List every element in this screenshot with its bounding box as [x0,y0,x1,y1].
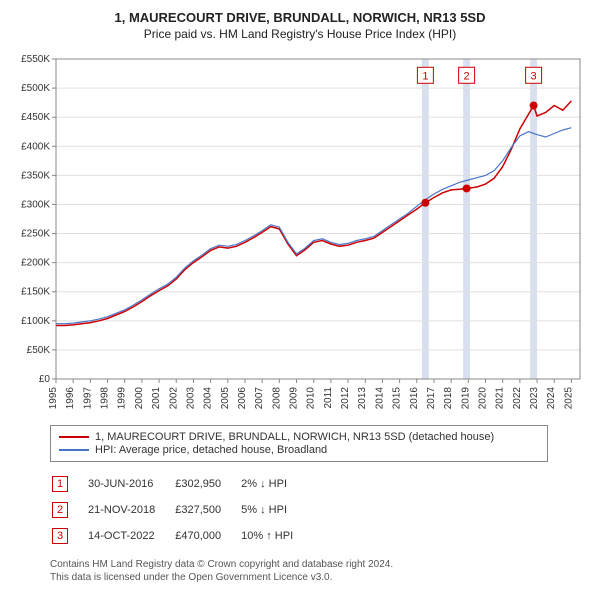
svg-text:1996: 1996 [65,387,76,410]
sale-date: 30-JUN-2016 [88,472,173,496]
sale-marker-icon: 2 [52,502,68,518]
svg-text:1995: 1995 [48,387,59,410]
svg-text:2020: 2020 [478,387,489,410]
legend-label: 1, MAURECOURT DRIVE, BRUNDALL, NORWICH, … [95,431,494,443]
svg-text:2003: 2003 [185,387,196,410]
chart-svg: £0 £50K £100K £150K £200K £250K £300K £350K £400… [10,49,590,419]
price-chart: £0 £50K £100K £150K £200K £250K £300K £350K £400… [10,49,590,419]
svg-text:2005: 2005 [220,387,231,410]
svg-text:2004: 2004 [203,387,214,410]
svg-text:2017: 2017 [426,387,437,410]
chart-title-block: 1, MAURECOURT DRIVE, BRUNDALL, NORWICH, … [10,10,590,41]
svg-text:2000: 2000 [134,387,145,410]
svg-text:£450K: £450K [21,112,50,123]
sales-table: 1 30-JUN-2016£302,9502% ↓ HPI 2 21-NOV-2018… [50,470,313,550]
footer-line1: Contains HM Land Registry data © Crown c… [50,558,590,571]
sale-marker-label-2: 2 [464,70,470,82]
sale-dot-1 [421,199,429,207]
svg-text:2022: 2022 [512,387,523,410]
svg-text:2007: 2007 [254,387,265,410]
svg-text:2016: 2016 [409,387,420,410]
svg-text:2013: 2013 [357,387,368,410]
sale-date: 21-NOV-2018 [88,498,173,522]
svg-text:2012: 2012 [340,387,351,410]
sale-marker-label-1: 1 [422,70,428,82]
sale-dot-2 [463,184,471,192]
sale-price: £470,000 [175,524,239,548]
sale-delta: 5% ↓ HPI [241,498,311,522]
sale-marker-label-3: 3 [531,70,537,82]
chart-title-subtitle: Price paid vs. HM Land Registry's House … [10,27,590,41]
legend-box: 1, MAURECOURT DRIVE, BRUNDALL, NORWICH, … [50,425,548,462]
legend-row-0: 1, MAURECOURT DRIVE, BRUNDALL, NORWICH, … [59,431,539,443]
sale-delta: 10% ↑ HPI [241,524,311,548]
sale-date: 14-OCT-2022 [88,524,173,548]
svg-text:2019: 2019 [460,387,471,410]
sale-price: £327,500 [175,498,239,522]
svg-text:£350K: £350K [21,170,50,181]
svg-text:£50K: £50K [27,345,51,356]
svg-text:2014: 2014 [374,387,385,410]
svg-text:1999: 1999 [117,387,128,410]
svg-text:2023: 2023 [529,387,540,410]
svg-text:2025: 2025 [563,387,574,410]
svg-text:2021: 2021 [495,387,506,410]
svg-text:1998: 1998 [100,387,111,410]
footer-line2: This data is licensed under the Open Gov… [50,571,590,584]
sale-price: £302,950 [175,472,239,496]
svg-text:2010: 2010 [306,387,317,410]
sale-row: 3 14-OCT-2022£470,00010% ↑ HPI [52,524,311,548]
sale-marker-icon: 3 [52,528,68,544]
sale-delta: 2% ↓ HPI [241,472,311,496]
svg-text:£0: £0 [39,374,51,385]
svg-text:2006: 2006 [237,387,248,410]
svg-text:£150K: £150K [21,287,50,298]
svg-text:£300K: £300K [21,199,50,210]
svg-text:£200K: £200K [21,258,50,269]
legend-swatch [59,449,89,451]
footer-attribution: Contains HM Land Registry data © Crown c… [50,558,590,584]
svg-text:£100K: £100K [21,316,50,327]
svg-text:£400K: £400K [21,141,50,152]
legend-label: HPI: Average price, detached house, Broa… [95,444,327,456]
svg-text:1997: 1997 [82,387,93,410]
svg-text:2009: 2009 [289,387,300,410]
svg-text:2002: 2002 [168,387,179,410]
legend-swatch [59,436,89,438]
svg-text:2024: 2024 [546,387,557,410]
sale-dot-3 [530,102,538,110]
svg-text:2011: 2011 [323,387,334,409]
sale-row: 2 21-NOV-2018£327,5005% ↓ HPI [52,498,311,522]
svg-text:2001: 2001 [151,387,162,410]
sale-row: 1 30-JUN-2016£302,9502% ↓ HPI [52,472,311,496]
legend-row-1: HPI: Average price, detached house, Broa… [59,444,539,456]
chart-title-address: 1, MAURECOURT DRIVE, BRUNDALL, NORWICH, … [10,10,590,25]
svg-text:2008: 2008 [271,387,282,410]
sale-marker-icon: 1 [52,476,68,492]
svg-text:£550K: £550K [21,54,50,65]
svg-text:2018: 2018 [443,387,454,410]
svg-text:2015: 2015 [392,387,403,410]
svg-text:£250K: £250K [21,229,50,240]
svg-text:£500K: £500K [21,83,50,94]
